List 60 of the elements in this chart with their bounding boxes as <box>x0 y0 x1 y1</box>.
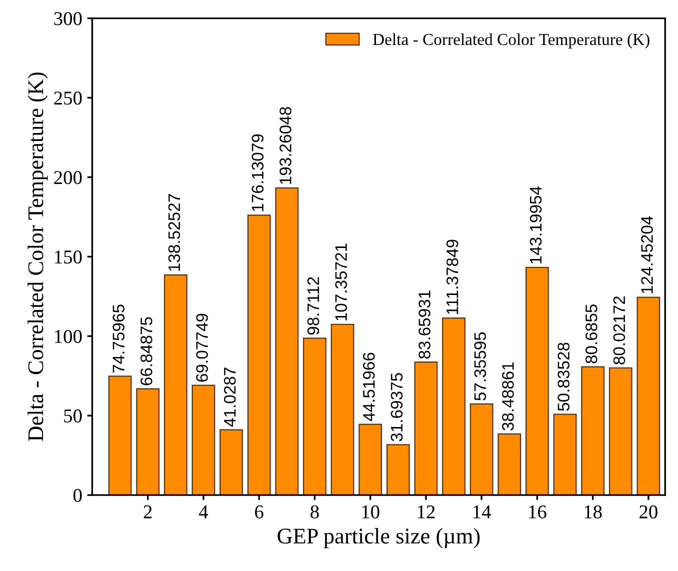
y-tick-label: 250 <box>54 92 82 105</box>
bar <box>330 324 354 496</box>
x-tick-label: 2 <box>144 505 152 518</box>
x-tick-label: 6 <box>255 505 264 518</box>
x-tick-label: 16 <box>529 505 546 518</box>
bar <box>581 366 604 496</box>
bar <box>470 403 494 496</box>
bar <box>442 317 466 496</box>
text: 74.75965 <box>112 304 124 373</box>
text: 69.07749 <box>196 314 208 382</box>
text: 143.19954 <box>530 186 542 264</box>
text: 176.13079 <box>252 134 264 212</box>
bar <box>275 187 299 496</box>
text: 193.26048 <box>280 107 292 184</box>
y-tick-label: 0 <box>74 488 82 502</box>
text: 111.37849 <box>446 240 458 314</box>
bar <box>164 274 188 496</box>
text: 107.35721 <box>335 244 347 320</box>
text: 98.7112 <box>307 277 320 335</box>
y-axis-title: Delta - Correlated Color Temperature (K) <box>28 72 48 442</box>
text: 66.84875 <box>140 317 152 386</box>
bar <box>108 376 132 496</box>
text: 80.6855 <box>585 304 598 364</box>
y-tick-label: 100 <box>55 330 82 344</box>
bar <box>136 388 160 496</box>
bar <box>414 362 438 496</box>
bar <box>220 429 243 496</box>
x-tick-label: 14 <box>474 505 491 518</box>
x-tick-label: 8 <box>310 505 319 518</box>
bar <box>608 367 632 496</box>
bar <box>498 433 522 496</box>
bar <box>192 384 216 496</box>
bar <box>303 338 326 496</box>
x-axis-title: GEP particle size (µm) <box>278 528 480 548</box>
bar <box>636 296 660 496</box>
x-tick-label: 12 <box>418 505 435 518</box>
legend-label: Delta - Correlated Color Temperature (K) <box>373 33 650 48</box>
x-tick-label: 10 <box>362 505 380 518</box>
text: 41.0287 <box>224 368 236 427</box>
text: 124.45204 <box>641 216 653 294</box>
text: 83.65931 <box>418 290 430 359</box>
text: 57.35595 <box>474 332 486 400</box>
text: 44.51966 <box>362 352 375 422</box>
text: 31.69375 <box>390 373 403 442</box>
y-tick-label: 150 <box>55 250 82 264</box>
y-tick-label: 50 <box>64 409 82 423</box>
y-tick-label: 300 <box>54 12 82 26</box>
x-tick-label: 18 <box>584 505 602 518</box>
x-tick-label: 20 <box>640 505 658 518</box>
bar <box>526 266 549 496</box>
text: 38.48861 <box>502 362 514 430</box>
bar <box>553 414 577 496</box>
bar <box>386 444 410 496</box>
x-tick-label: 4 <box>198 505 208 518</box>
text: 80.02172 <box>613 296 626 364</box>
text: 138.52527 <box>168 194 180 271</box>
text: 50.83528 <box>558 342 570 411</box>
bar <box>358 424 382 496</box>
y-tick-label: 200 <box>54 171 82 184</box>
bar <box>247 214 271 496</box>
